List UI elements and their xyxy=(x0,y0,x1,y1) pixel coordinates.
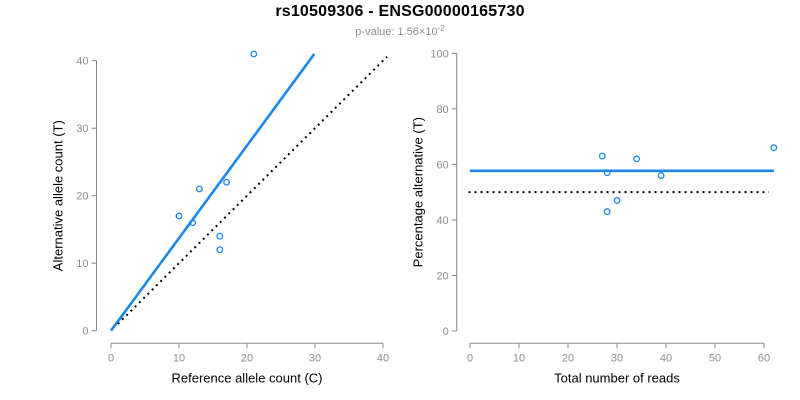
y-tick-label: 20 xyxy=(76,191,88,203)
y-tick-label: 10 xyxy=(76,258,88,270)
y-tick-label: 0 xyxy=(82,326,88,338)
x-tick-label: 0 xyxy=(108,352,114,364)
data-point xyxy=(603,169,611,177)
x-tick-label: 10 xyxy=(513,352,525,364)
x-axis-title: Total number of reads xyxy=(554,370,680,385)
data-point xyxy=(189,219,197,227)
data-point xyxy=(250,50,258,58)
data-point xyxy=(613,197,621,204)
y-tick-label: 20 xyxy=(436,270,448,282)
data-point xyxy=(216,232,224,240)
x-tick-label: 40 xyxy=(377,352,389,364)
pvalue-exponent: -2 xyxy=(437,24,445,33)
data-point xyxy=(195,185,203,193)
data-point xyxy=(175,212,183,220)
data-point xyxy=(633,155,641,163)
x-tick-label: 50 xyxy=(709,352,721,364)
x-axis-title: Reference allele count (C) xyxy=(171,370,322,385)
data-point xyxy=(216,246,224,254)
allele-count-scatter: 0 10 20 30 40 0 10 20 30 40 Reference allele count… xyxy=(51,50,389,385)
identity-line xyxy=(117,55,388,325)
x-tick-label: 20 xyxy=(562,352,574,364)
plot-header: rs10509306 - ENSG00000165730 p-value: 1.… xyxy=(0,0,800,38)
pvalue-subtitle: p-value: 1.56×10-2 xyxy=(0,24,800,38)
y-tick-label: 40 xyxy=(436,215,448,227)
fit-line xyxy=(109,53,316,332)
pvalue-text: p-value: 1.56×10 xyxy=(355,26,438,38)
y-tick-label: 0 xyxy=(443,326,449,338)
y-tick-label: 60 xyxy=(436,159,448,171)
data-point xyxy=(223,178,231,186)
y-tick-label: 40 xyxy=(76,56,88,68)
y-tick-label: 80 xyxy=(436,104,448,116)
y-tick-label: 30 xyxy=(76,123,88,135)
y-tick-label: 100 xyxy=(430,48,448,60)
x-tick-label: 20 xyxy=(241,352,253,364)
x-tick-label: 0 xyxy=(467,352,473,364)
x-tick-label: 40 xyxy=(660,352,672,364)
x-tick-label: 60 xyxy=(758,352,770,364)
percentage-reads-scatter: 0 20 40 60 80 100 0 10 20 30 40 50 60 Total number of… xyxy=(411,48,778,385)
data-point xyxy=(657,172,665,179)
data-point xyxy=(598,152,606,160)
data-point xyxy=(770,144,778,152)
x-tick-label: 30 xyxy=(611,352,623,364)
x-tick-label: 30 xyxy=(309,352,321,364)
y-axis-title: Alternative allele count (T) xyxy=(51,120,66,271)
y-axis-title: Percentage alternative (T) xyxy=(411,117,426,267)
x-tick-label: 10 xyxy=(173,352,185,364)
data-point xyxy=(603,208,611,216)
page-title: rs10509306 - ENSG00000165730 xyxy=(275,3,525,20)
